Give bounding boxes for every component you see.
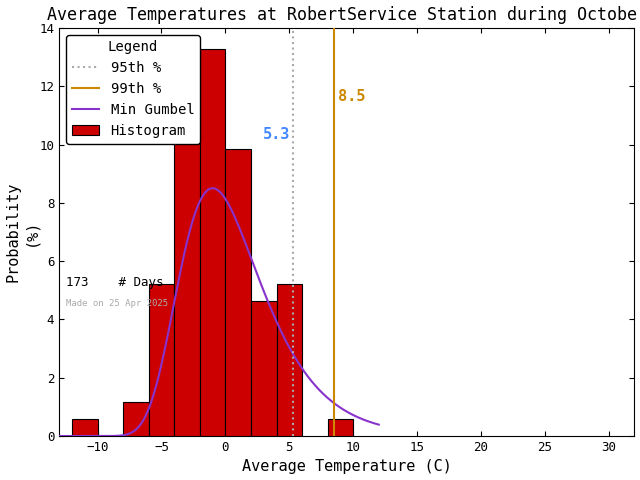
Title: Average Temperatures at RobertService Station during October: Average Temperatures at RobertService St… [47, 6, 640, 24]
Bar [148, 285, 174, 436]
Bar [123, 402, 148, 436]
Bar [174, 82, 200, 436]
X-axis label: Average Temperature (C): Average Temperature (C) [242, 459, 452, 474]
Bar [225, 149, 251, 436]
Bar [251, 301, 276, 436]
Y-axis label: Probability
(%): Probability (%) [6, 182, 38, 282]
Text: 173    # Days: 173 # Days [65, 276, 163, 288]
Bar [200, 48, 225, 436]
Bar [276, 285, 302, 436]
Text: 5.3: 5.3 [263, 127, 291, 142]
Legend: 95th %, 99th %, Min Gumbel, Histogram: 95th %, 99th %, Min Gumbel, Histogram [66, 35, 200, 144]
Bar [328, 419, 353, 436]
Bar [72, 419, 97, 436]
Text: 8.5: 8.5 [338, 89, 365, 104]
Text: Made on 25 Apr 2025: Made on 25 Apr 2025 [65, 299, 168, 308]
